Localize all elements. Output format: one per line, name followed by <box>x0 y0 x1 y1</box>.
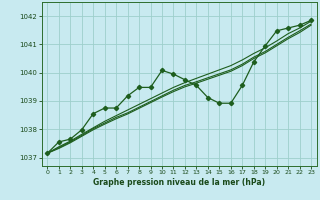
X-axis label: Graphe pression niveau de la mer (hPa): Graphe pression niveau de la mer (hPa) <box>93 178 265 187</box>
